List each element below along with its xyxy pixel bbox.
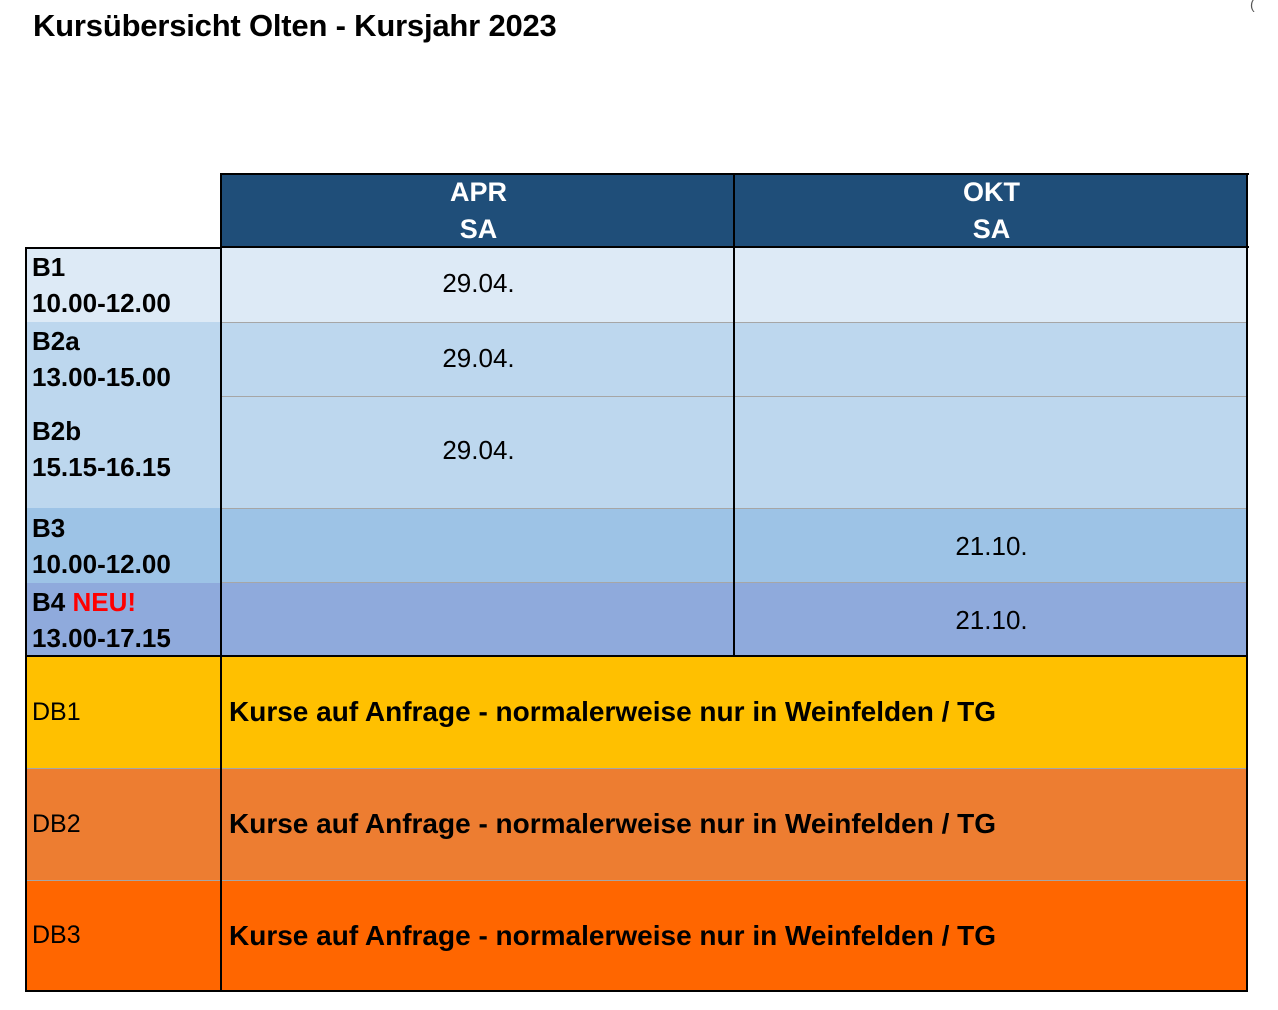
header-apr: APR SA <box>222 174 735 248</box>
row-time: 13.00-17.15 <box>32 622 171 653</box>
grid-line <box>26 880 1248 881</box>
header-okt-month: OKT <box>963 177 1020 207</box>
db2-note: Kurse auf Anfrage - normalerweise nur in… <box>222 768 1248 880</box>
db1-note: Kurse auf Anfrage - normalerweise nur in… <box>222 656 1248 768</box>
border-left <box>25 247 27 992</box>
border-bottom <box>25 990 1248 992</box>
grid-line <box>222 508 1248 509</box>
cell-b2b-apr: 29.04. <box>222 396 735 508</box>
row-label-b1: B1 10.00-12.00 <box>26 248 222 322</box>
row-code: B1 <box>32 252 66 282</box>
page-title: Kursübersicht Olten - Kursjahr 2023 <box>33 8 557 43</box>
cell-b4-apr <box>222 583 735 656</box>
cell-b3-apr <box>222 508 735 583</box>
grid-line <box>222 582 1248 583</box>
header-apr-day: SA <box>459 214 498 244</box>
row-code: B2b <box>32 416 82 446</box>
grid-line <box>222 322 1248 323</box>
corner-mark: ( <box>1250 0 1255 12</box>
row-time: 13.00-15.00 <box>32 362 171 392</box>
row-code-line: B4 NEU! <box>32 584 222 620</box>
cell-b1-apr: 29.04. <box>222 248 735 322</box>
header-okt-day: SA <box>972 214 1011 244</box>
border-label-top <box>25 247 222 249</box>
cell-b2a-apr: 29.04. <box>222 322 735 396</box>
row-time: 10.00-12.00 <box>32 288 171 318</box>
row-label-db2: DB2 <box>26 768 222 880</box>
border-right <box>1246 173 1248 992</box>
grid-line <box>222 396 1248 397</box>
new-badge: NEU! <box>72 586 137 617</box>
row-label-b2b: B2b 15.15-16.15 <box>26 396 222 508</box>
header-apr-month: APR <box>449 177 507 207</box>
border-label-column <box>220 173 222 992</box>
row-label-b2a: B2a 13.00-15.00 <box>26 322 222 396</box>
row-label-b3: B3 10.00-12.00 <box>26 508 222 583</box>
row-label-db3: DB3 <box>26 880 222 991</box>
row-code: B4 <box>32 586 66 617</box>
cell-b4-okt: 21.10. <box>735 583 1248 656</box>
grid-line <box>26 768 1248 769</box>
row-code: B3 <box>32 512 66 543</box>
header-okt: OKT SA <box>735 174 1248 248</box>
cell-b2b-okt <box>735 396 1248 508</box>
row-code: B2a <box>32 326 80 356</box>
row-label-db1: DB1 <box>26 656 222 768</box>
border-section <box>25 655 1248 657</box>
border-column-divider <box>733 173 735 656</box>
row-label-b4: B4 NEU! 13.00-17.15 <box>26 583 222 656</box>
row-time: 10.00-12.00 <box>32 548 171 579</box>
db3-note: Kurse auf Anfrage - normalerweise nur in… <box>222 880 1248 991</box>
row-time: 15.15-16.15 <box>32 452 171 482</box>
cell-b2a-okt <box>735 322 1248 396</box>
cell-b1-okt <box>735 248 1248 322</box>
cell-b3-okt: 21.10. <box>735 508 1248 583</box>
